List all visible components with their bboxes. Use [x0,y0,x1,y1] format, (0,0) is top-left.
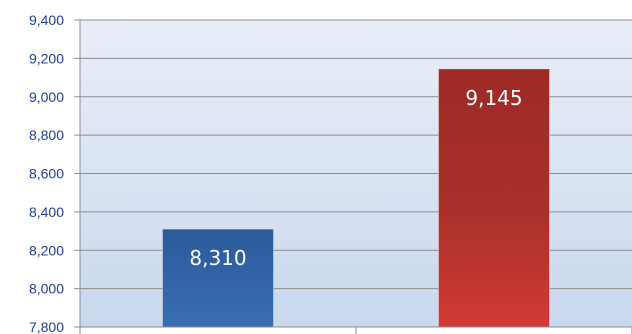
data-label-2: 9,145 [465,86,522,110]
y-tick-label: 8,200 [29,242,64,258]
data-label-1: 8,310 [189,246,246,270]
y-tick-label: 8,800 [29,127,64,143]
y-tick-label: 8,400 [29,204,64,220]
y-tick-label: 7,800 [29,319,64,334]
bar-2 [438,68,550,328]
y-tick-label: 9,000 [29,89,64,105]
y-tick-label: 9,200 [29,50,64,66]
y-tick-label: 8,000 [29,281,64,297]
y-tick-label: 9,400 [29,12,64,28]
bar-1 [162,228,274,328]
y-tick-label: 8,600 [29,166,64,182]
